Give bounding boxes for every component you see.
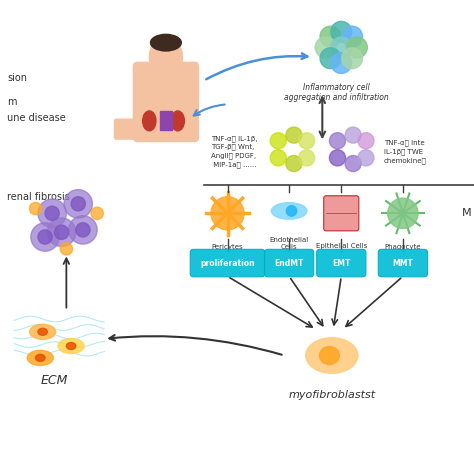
Circle shape (329, 150, 346, 166)
Text: Phagocyte: Phagocyte (384, 244, 421, 250)
Ellipse shape (149, 38, 182, 76)
Circle shape (345, 127, 361, 143)
Circle shape (29, 202, 42, 215)
Ellipse shape (143, 111, 156, 131)
Ellipse shape (271, 202, 307, 219)
Circle shape (358, 150, 374, 166)
Circle shape (91, 207, 103, 219)
FancyBboxPatch shape (378, 249, 428, 277)
Circle shape (299, 150, 315, 166)
Circle shape (211, 197, 244, 230)
Circle shape (358, 133, 374, 149)
Circle shape (329, 133, 346, 149)
Ellipse shape (30, 324, 56, 339)
Circle shape (342, 26, 363, 47)
Text: myofibroblastst: myofibroblastst (288, 390, 375, 400)
Text: ECM: ECM (41, 374, 68, 387)
Circle shape (299, 133, 315, 149)
Ellipse shape (171, 111, 184, 131)
Circle shape (331, 37, 352, 58)
Text: Epithelial Cells: Epithelial Cells (316, 243, 367, 249)
Circle shape (315, 37, 336, 58)
Circle shape (331, 53, 352, 73)
Text: m: m (7, 97, 17, 107)
Text: EMT: EMT (332, 259, 350, 267)
Circle shape (286, 127, 302, 143)
Text: Pericytes: Pericytes (212, 244, 243, 250)
Text: une disease: une disease (7, 113, 66, 124)
Circle shape (76, 223, 90, 237)
Ellipse shape (319, 346, 339, 365)
Text: Endothelial
Cells: Endothelial Cells (270, 237, 309, 250)
Circle shape (320, 48, 341, 69)
FancyBboxPatch shape (114, 118, 142, 140)
Circle shape (55, 225, 69, 239)
Text: sion: sion (7, 73, 27, 83)
Text: renal fibrosis: renal fibrosis (7, 191, 70, 202)
Ellipse shape (27, 350, 54, 365)
Circle shape (60, 243, 73, 255)
Ellipse shape (66, 342, 76, 350)
Text: TNF-α， inte
IL-1β， TWE
chemokine，: TNF-α， inte IL-1β， TWE chemokine， (384, 140, 427, 164)
Circle shape (345, 155, 361, 172)
Bar (160, 111, 172, 130)
Text: EndMT: EndMT (274, 259, 304, 267)
Ellipse shape (286, 206, 297, 216)
Circle shape (47, 218, 76, 246)
FancyBboxPatch shape (190, 249, 265, 277)
Circle shape (64, 190, 92, 218)
Ellipse shape (151, 35, 182, 51)
FancyBboxPatch shape (145, 118, 173, 140)
Text: TNF-α， IL-1β,
TGF-β， Wnt,
AngII， PDGF,
 MIP-1a， ......: TNF-α， IL-1β, TGF-β， Wnt, AngII， PDGF, M… (211, 135, 257, 167)
Circle shape (270, 150, 286, 166)
FancyBboxPatch shape (317, 249, 366, 277)
Circle shape (270, 133, 286, 149)
Ellipse shape (58, 338, 84, 354)
Circle shape (342, 48, 363, 69)
Ellipse shape (36, 354, 45, 361)
Circle shape (286, 155, 302, 172)
Circle shape (331, 21, 352, 42)
Circle shape (320, 26, 341, 47)
Circle shape (71, 197, 85, 211)
Text: proliferation: proliferation (200, 259, 255, 267)
Text: MMT: MMT (392, 259, 413, 267)
Circle shape (38, 230, 52, 244)
Ellipse shape (306, 337, 358, 374)
Circle shape (388, 198, 418, 228)
Circle shape (38, 199, 66, 228)
Circle shape (31, 223, 59, 251)
Ellipse shape (38, 328, 47, 336)
Circle shape (45, 206, 59, 220)
Text: Inflammatory cell
aggregation and infiltration: Inflammatory cell aggregation and infilt… (284, 83, 389, 102)
FancyBboxPatch shape (264, 249, 314, 277)
Text: M: M (462, 208, 472, 219)
Circle shape (69, 216, 97, 244)
Circle shape (346, 37, 367, 58)
FancyBboxPatch shape (324, 196, 359, 231)
FancyBboxPatch shape (133, 62, 199, 142)
